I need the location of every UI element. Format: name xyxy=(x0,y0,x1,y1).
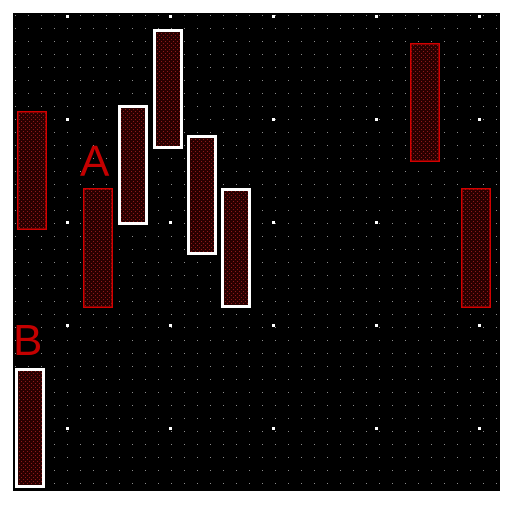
shape-selected-3[interactable] xyxy=(187,135,217,255)
shape-left-red[interactable] xyxy=(17,111,47,230)
shape-a[interactable] xyxy=(83,188,113,308)
label-b: B xyxy=(13,316,43,365)
shape-right[interactable] xyxy=(461,188,491,308)
shape-layer xyxy=(15,29,491,488)
shape-b[interactable] xyxy=(15,368,45,488)
shape-selected-4[interactable] xyxy=(221,188,251,308)
label-a: A xyxy=(80,137,110,186)
drawing-canvas[interactable]: A B xyxy=(13,13,500,491)
shape-selected-2[interactable] xyxy=(153,29,183,149)
shape-top-right[interactable] xyxy=(410,43,440,162)
shape-selected-1[interactable] xyxy=(118,105,148,225)
